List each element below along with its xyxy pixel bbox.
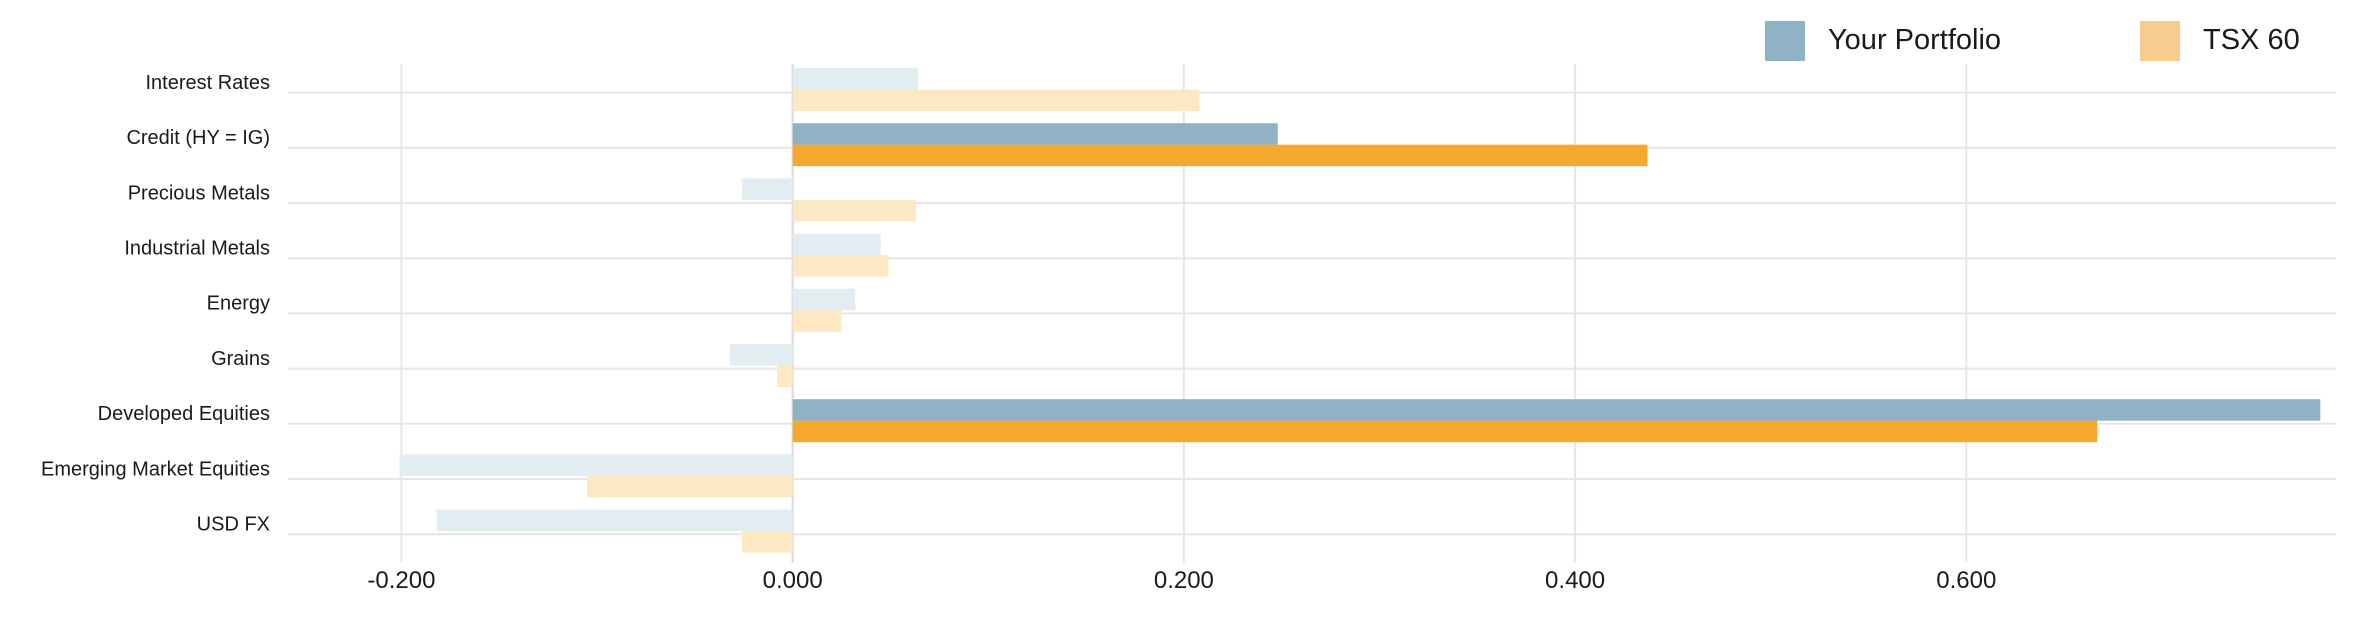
legend-swatch xyxy=(2140,21,2180,61)
bar-your-portfolio xyxy=(741,178,793,200)
x-tick-label: 0.200 xyxy=(1154,567,1214,594)
category-label: Grains xyxy=(211,348,270,370)
bar-your-portfolio xyxy=(792,233,881,256)
axes: Interest Rates Credit (HY = IG) Precious M… xyxy=(41,72,1996,594)
bar-your-portfolio xyxy=(792,399,2321,421)
x-tick-label: 0.600 xyxy=(1936,567,1996,594)
bar-tsx-60 xyxy=(792,199,916,222)
bar-tsx-60 xyxy=(792,420,2098,443)
x-tick-label: 0.400 xyxy=(1545,567,1605,594)
category-label: Credit (HY = IG) xyxy=(126,127,270,149)
bar-tsx-60 xyxy=(792,144,1648,167)
bar-your-portfolio xyxy=(792,68,918,90)
category-label: Developed Equities xyxy=(98,403,270,425)
x-tick-label: -0.200 xyxy=(367,567,435,594)
legend-swatch xyxy=(1765,21,1805,61)
gridlines xyxy=(288,64,2336,563)
legend: Your Portfolio TSX 60 xyxy=(1765,21,2300,61)
bars xyxy=(399,68,2321,553)
category-label: Precious Metals xyxy=(128,182,270,204)
bar-your-portfolio xyxy=(730,344,793,366)
bar-your-portfolio xyxy=(436,509,793,532)
category-label: USD FX xyxy=(197,513,270,535)
category-label: Emerging Market Equities xyxy=(41,458,270,480)
bar-tsx-60 xyxy=(792,310,842,332)
bar-your-portfolio xyxy=(792,288,856,311)
bar-your-portfolio xyxy=(399,454,793,476)
bar-tsx-60 xyxy=(792,255,889,277)
x-tick-label: 0.000 xyxy=(763,567,823,594)
legend-label: TSX 60 xyxy=(2203,24,2300,56)
bar-tsx-60 xyxy=(792,89,1200,111)
category-label: Interest Rates xyxy=(145,72,270,94)
bar-tsx-60 xyxy=(741,531,793,553)
bar-your-portfolio xyxy=(792,123,1278,145)
legend-label: Your Portfolio xyxy=(1828,24,2001,56)
bar-tsx-60 xyxy=(777,365,793,387)
category-label: Energy xyxy=(207,293,270,315)
bar-tsx-60 xyxy=(587,475,793,498)
category-label: Industrial Metals xyxy=(124,237,270,259)
